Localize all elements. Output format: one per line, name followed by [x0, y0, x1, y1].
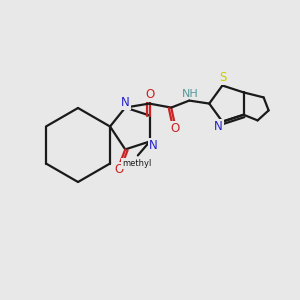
Text: S: S: [220, 71, 227, 84]
Text: NH: NH: [182, 88, 199, 99]
Text: methyl: methyl: [122, 159, 152, 168]
Text: O: O: [145, 88, 154, 101]
Text: N: N: [214, 120, 223, 133]
Text: N: N: [148, 139, 157, 152]
Text: O: O: [171, 122, 180, 135]
Text: N: N: [121, 96, 130, 109]
Text: O: O: [115, 163, 124, 176]
Text: methyl: methyl: [124, 159, 151, 168]
